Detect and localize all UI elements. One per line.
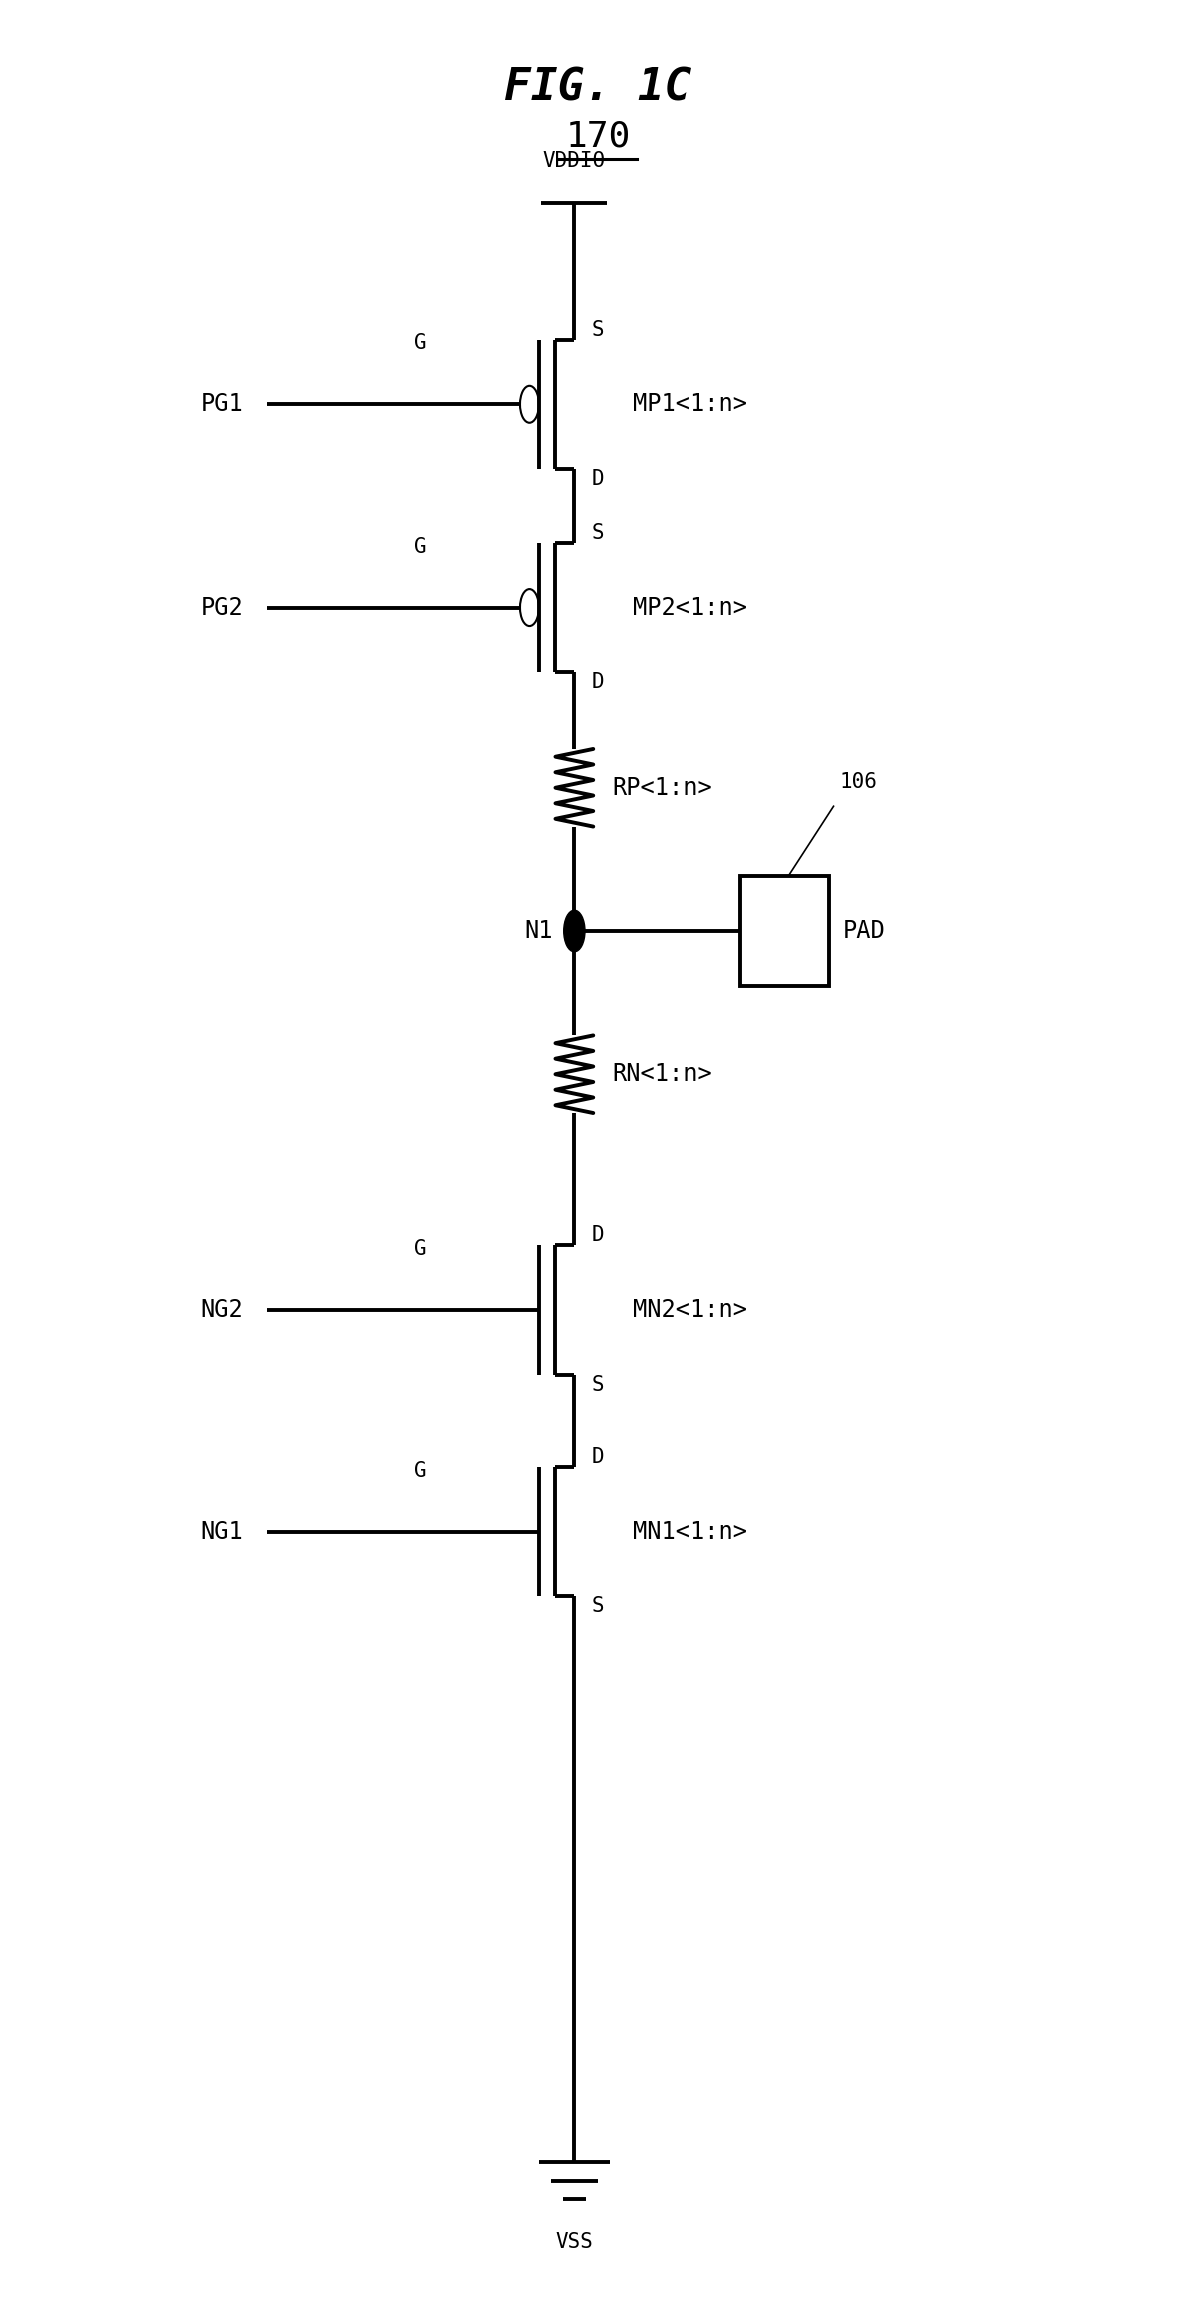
Text: MP2<1:n>: MP2<1:n> [634, 595, 748, 621]
Text: MP1<1:n>: MP1<1:n> [634, 393, 748, 416]
Text: PG2: PG2 [201, 595, 243, 621]
Text: N1: N1 [525, 918, 553, 944]
Text: G: G [414, 537, 427, 558]
Text: D: D [592, 469, 605, 488]
Text: PAD: PAD [843, 918, 885, 944]
Text: G: G [414, 1239, 427, 1260]
Text: S: S [592, 321, 605, 339]
Text: S: S [592, 523, 605, 544]
Text: MN2<1:n>: MN2<1:n> [634, 1297, 748, 1322]
Text: 106: 106 [840, 772, 878, 792]
Circle shape [563, 911, 585, 953]
Text: G: G [414, 332, 427, 353]
Text: NG2: NG2 [201, 1297, 243, 1322]
Text: NG1: NG1 [201, 1520, 243, 1543]
Text: VSS: VSS [555, 2231, 593, 2252]
Text: S: S [592, 1597, 605, 1615]
Text: RP<1:n>: RP<1:n> [612, 776, 712, 799]
Text: D: D [592, 672, 605, 693]
Text: G: G [414, 1462, 427, 1480]
Text: FIG. 1C: FIG. 1C [505, 67, 691, 109]
Text: MN1<1:n>: MN1<1:n> [634, 1520, 748, 1543]
Bar [740, 876, 829, 985]
Text: 170: 170 [566, 119, 630, 153]
Text: VDDIO: VDDIO [543, 151, 606, 172]
Text: D: D [592, 1448, 605, 1466]
Text: RN<1:n>: RN<1:n> [612, 1062, 712, 1085]
Text: S: S [592, 1373, 605, 1394]
Text: PG1: PG1 [201, 393, 243, 416]
Text: D: D [592, 1225, 605, 1246]
